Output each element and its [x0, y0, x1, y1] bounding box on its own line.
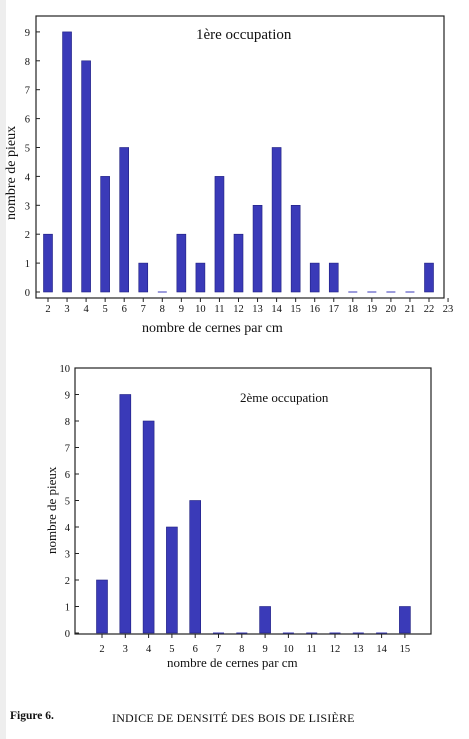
chart1-xtick-label: 17	[329, 304, 340, 315]
chart1-xtick-label: 14	[271, 304, 282, 315]
chart1-bar	[214, 176, 225, 293]
chart1-xlabel: nombre de cernes par cm	[142, 321, 283, 336]
chart1-bar	[195, 262, 206, 293]
chart2-bar	[119, 394, 132, 634]
chart2-ytick-label: 0	[65, 629, 70, 640]
chart1-xtick-label: 12	[233, 304, 244, 315]
chart1-bar	[290, 205, 301, 293]
chart1-xtick-label: 22	[424, 304, 435, 315]
chart2-ytick-label: 5	[65, 497, 70, 508]
chart2-xtick-label: 3	[123, 644, 128, 655]
chart1-ytick-label: 8	[25, 57, 30, 68]
chart1-bar	[176, 233, 187, 293]
chart2-xlabel: nombre de cernes par cm	[167, 655, 298, 670]
chart1-ytick-label: 2	[25, 230, 30, 241]
chart2-bar	[142, 420, 155, 634]
chart1-bar	[119, 147, 129, 293]
chart1-ylabel: nombre de pieux	[4, 126, 19, 220]
chart2-xtick-label: 9	[262, 644, 267, 655]
chart2-xtick-label: 10	[283, 644, 294, 655]
chart1-xtick-label: 8	[160, 304, 165, 315]
chart1-bar	[43, 233, 53, 293]
figure-label: Figure 6.	[10, 710, 54, 722]
chart1-bar	[233, 233, 244, 293]
figure-title: INDICE DE DENSITÉ DES BOIS DE LISIÈRE	[112, 711, 355, 725]
chart1-ytick-label: 4	[25, 172, 31, 183]
chart2-xtick-label: 13	[353, 644, 364, 655]
chart1-bars	[43, 31, 434, 293]
chart2-ytick-label: 7	[65, 444, 70, 455]
chart1-ytick-label: 9	[25, 28, 30, 39]
chart1-xtick-label: 16	[309, 304, 320, 315]
chart1-xtick-label: 15	[290, 304, 301, 315]
chart1-bar	[424, 262, 434, 293]
chart2-ytick-label: 8	[65, 417, 70, 428]
chart2-title: 2ème occupation	[240, 390, 329, 405]
chart1-xtick-label: 7	[141, 304, 146, 315]
chart2-xtick-label: 8	[239, 644, 244, 655]
chart1-xtick-label: 5	[103, 304, 108, 315]
chart1-xtick-label: 18	[348, 304, 359, 315]
chart1-xtick-label: 4	[83, 304, 89, 315]
chart2-xtick-label: 11	[307, 644, 317, 655]
chart2-xtick-label: 2	[99, 644, 104, 655]
chart2-bar	[259, 606, 271, 634]
chart1-xtick-label: 6	[122, 304, 127, 315]
chart1-title: 1ère occupation	[196, 27, 292, 43]
chart1-ytick-label: 0	[25, 288, 30, 299]
chart2-ytick-label: 1	[65, 603, 70, 614]
chart1-ytick-label: 7	[25, 86, 30, 97]
chart1-ytick-label: 6	[25, 115, 30, 126]
chart1-xtick-label: 23	[443, 304, 454, 315]
chart2-ylabel: nombre de pieux	[44, 466, 59, 554]
chart1-bar	[81, 60, 91, 293]
chart2-xtick-label: 15	[400, 644, 411, 655]
chart2-xtick-label: 12	[330, 644, 341, 655]
chart1-bar	[328, 262, 339, 293]
chart1-xtick-label: 9	[179, 304, 184, 315]
chart2-xtick-label: 6	[193, 644, 198, 655]
chart2-xtick-label: 7	[216, 644, 221, 655]
chart1-bar	[271, 147, 282, 293]
chart1-xtick-label: 21	[405, 304, 416, 315]
chart1-xtick-label: 13	[252, 304, 263, 315]
chart2-bar	[189, 500, 201, 634]
chart2-xtick-label: 5	[169, 644, 174, 655]
chart1-ytick-label: 3	[25, 201, 30, 212]
chart1-bar	[252, 205, 263, 293]
chart2-ytick-label: 3	[65, 550, 70, 561]
chart1-xtick-label: 20	[386, 304, 397, 315]
chart1-ytick-label: 1	[25, 259, 30, 270]
chart2-xtick-label: 14	[376, 644, 387, 655]
chart1-bar	[62, 31, 72, 293]
chart2-bar	[166, 526, 178, 634]
chart2-ytick-label: 9	[65, 391, 70, 402]
chart1-plot-frame	[35, 15, 445, 299]
chart2-ytick-label: 10	[60, 364, 71, 375]
chart1-xtick-label: 11	[214, 304, 224, 315]
chart2-xtick-label: 4	[146, 644, 152, 655]
chart1-ytick-label: 5	[25, 144, 30, 155]
chart2-bar	[399, 606, 411, 634]
chart2-ytick-label: 4	[65, 523, 71, 534]
chart2-ytick-label: 2	[65, 576, 70, 587]
chart1-xtick-label: 19	[367, 304, 378, 315]
chart2-ytick-label: 6	[65, 470, 70, 481]
chart1-bar	[100, 176, 110, 293]
scan-edge-shading	[0, 0, 6, 739]
chart2-bars	[96, 394, 411, 634]
chart1-xtick-label: 10	[195, 304, 206, 315]
chart1-xtick-label: 2	[45, 304, 50, 315]
chart1-xtick-label: 3	[64, 304, 69, 315]
chart1-bar	[138, 262, 149, 293]
chart1-bar	[309, 262, 320, 293]
chart2-bar	[96, 579, 108, 634]
